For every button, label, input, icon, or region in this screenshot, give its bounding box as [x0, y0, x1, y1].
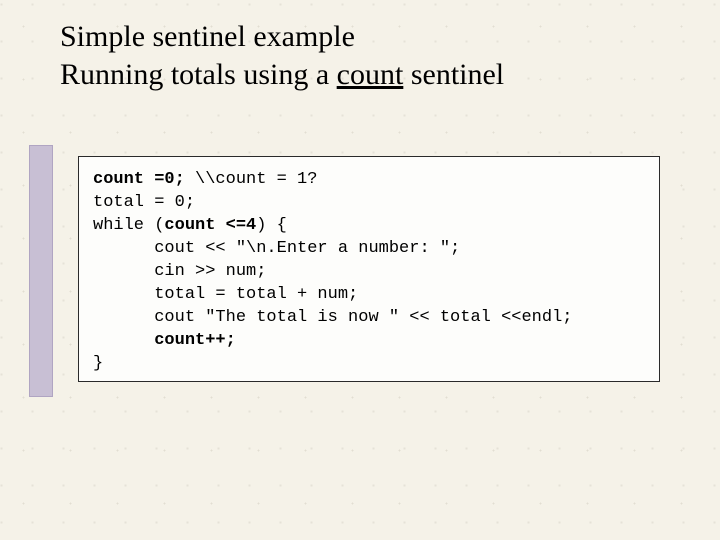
code-l3a: while (: [93, 216, 164, 235]
slide-title: Simple sentinel example Running totals u…: [60, 18, 680, 93]
title-2-suffix: sentinel: [403, 58, 504, 91]
code-l4: cout << "\n.Enter a number: ";: [93, 239, 460, 258]
code-l6: total = total + num;: [93, 285, 358, 304]
code-l2: total = 0;: [93, 193, 195, 212]
code-block: count =0; \\count = 1? total = 0; while …: [78, 156, 660, 382]
title-2-prefix: Running totals using a: [60, 58, 337, 91]
code-l8a: [93, 331, 154, 350]
title-2-underlined: count: [337, 58, 404, 91]
title-line-2: Running totals using a count sentinel: [60, 56, 680, 94]
code-l9: }: [93, 354, 103, 373]
code-l8-bold: count++;: [154, 331, 236, 350]
code-l5: cin >> num;: [93, 262, 266, 281]
code-l7: cout "The total is now " << total <<endl…: [93, 308, 572, 327]
code-l3-bold: count <=4: [164, 216, 256, 235]
code-l1-bold: count =0;: [93, 170, 185, 189]
code-l1-rest: \\count = 1?: [185, 170, 318, 189]
code-l3c: ) {: [256, 216, 287, 235]
title-line-1: Simple sentinel example: [60, 18, 680, 56]
accent-sidebar: [29, 145, 53, 397]
